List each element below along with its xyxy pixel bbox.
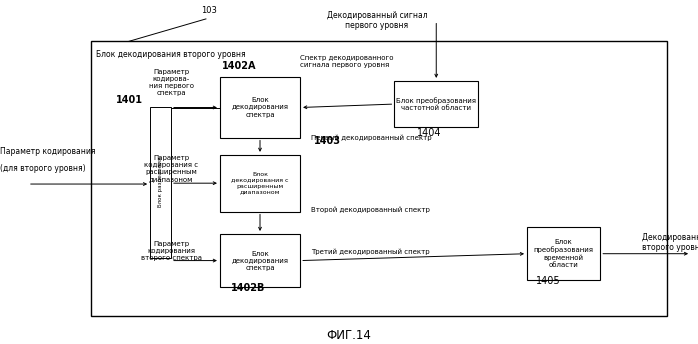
Text: 1403: 1403 (314, 136, 341, 146)
Text: Декодированный сигнал
первого уровня: Декодированный сигнал первого уровня (327, 11, 427, 30)
Text: Блок разделения: Блок разделения (158, 157, 163, 207)
Bar (220, 234, 300, 287)
Text: Блок декодирования второго уровня: Блок декодирования второго уровня (96, 50, 246, 59)
Text: 103: 103 (202, 7, 217, 15)
Text: Спектр декодированного
сигнала первого уровня: Спектр декодированного сигнала первого у… (300, 55, 394, 68)
Text: Параметр
кодирования с
расширенным
диапазоном: Параметр кодирования с расширенным диапа… (144, 155, 198, 182)
Bar (150, 107, 171, 258)
Text: Второй декодированный спектр: Второй декодированный спектр (311, 206, 429, 213)
Text: Параметр
кодирова-
ния первого
спектра: Параметр кодирова- ния первого спектра (149, 69, 193, 96)
Text: Блок преобразования
частотной области: Блок преобразования частотной области (396, 97, 476, 111)
Text: (для второго уровня): (для второго уровня) (0, 164, 86, 173)
Text: Блок
преобразования
временной
области: Блок преобразования временной области (534, 239, 593, 268)
Bar (91, 41, 667, 316)
Text: Параметр кодирования: Параметр кодирования (0, 147, 96, 156)
Text: 1402B: 1402B (230, 283, 265, 293)
Text: Третий декодированный спектр: Третий декодированный спектр (311, 249, 429, 255)
Bar (394, 81, 478, 127)
Text: Блок
декодирования
спектра: Блок декодирования спектра (232, 250, 288, 271)
Text: Первый декодированный спектр: Первый декодированный спектр (311, 135, 431, 141)
Text: 1401: 1401 (116, 95, 143, 105)
Text: Параметр
кодирования
второго спектра: Параметр кодирования второго спектра (140, 241, 202, 261)
Text: 1402A: 1402A (222, 61, 256, 71)
Text: Блок
декодирования с
расширенным
диапазоном: Блок декодирования с расширенным диапазо… (231, 172, 289, 194)
Text: 1404: 1404 (417, 128, 442, 138)
Text: Блок
декодирования
спектра: Блок декодирования спектра (232, 97, 288, 118)
Text: Декодированный сигнал
второго уровня: Декодированный сигнал второго уровня (642, 233, 698, 252)
Bar (220, 155, 300, 212)
Text: ФИГ.14: ФИГ.14 (327, 329, 371, 342)
Text: 1405: 1405 (536, 276, 560, 286)
Bar (527, 227, 600, 280)
Bar (220, 77, 300, 138)
